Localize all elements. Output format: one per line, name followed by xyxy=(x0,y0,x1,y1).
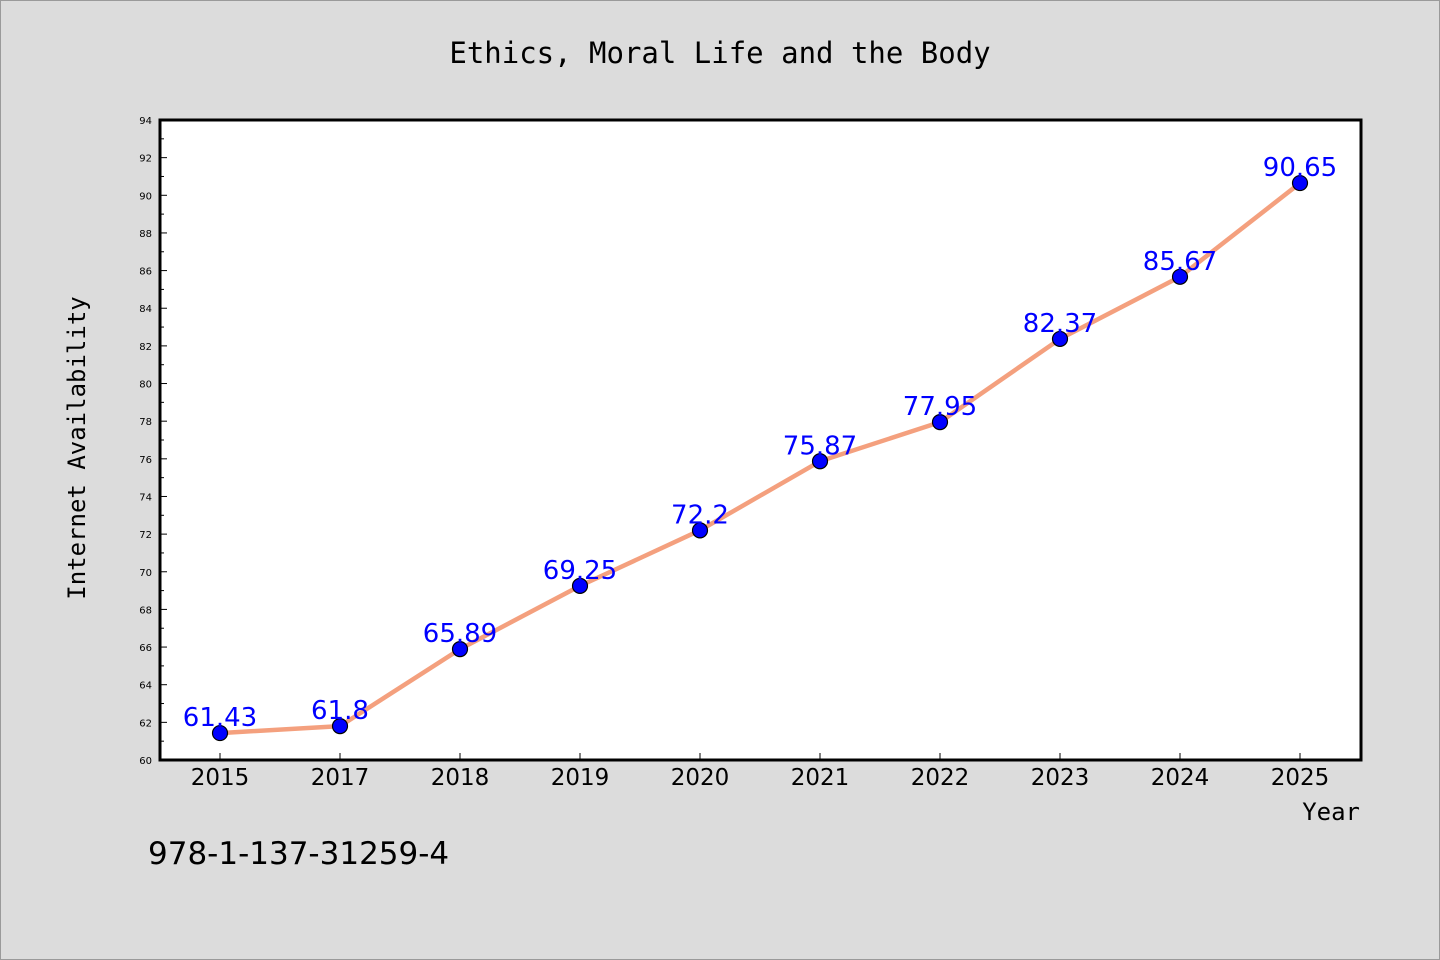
y-tick-label: 66 xyxy=(139,643,152,654)
y-tick-label: 92 xyxy=(139,154,152,165)
data-label: 85.67 xyxy=(1143,247,1217,277)
y-tick-label: 80 xyxy=(139,380,152,391)
x-tick-label: 2022 xyxy=(911,765,970,791)
y-tick-label: 76 xyxy=(139,455,152,466)
data-label: 75.87 xyxy=(783,431,857,461)
y-tick-label: 82 xyxy=(139,342,152,353)
data-points xyxy=(211,174,1309,742)
x-tick-label: 2015 xyxy=(191,765,250,791)
y-axis-label: Internet Availability xyxy=(63,296,91,599)
data-point xyxy=(451,641,469,658)
x-axis: 2015 2017 2018 2019 2020 2021 2022 2023 2024 2025 xyxy=(191,753,1330,791)
y-axis: 60 62 64 66 68 70 72 74 76 78 80 82 84 86 88 90 92 94 xyxy=(139,116,167,767)
data-point xyxy=(1171,268,1189,285)
x-tick-label: 2023 xyxy=(1031,765,1090,791)
data-point xyxy=(811,453,829,470)
data-label: 65.89 xyxy=(423,619,497,649)
data-point xyxy=(1291,174,1309,192)
y-tick-label: 78 xyxy=(139,417,152,428)
data-point xyxy=(931,414,949,431)
data-label: 69.25 xyxy=(543,556,617,586)
y-tick-label: 60 xyxy=(139,756,152,767)
isbn-annotation: 978-1-137-31259-4 xyxy=(148,836,449,872)
x-tick-label: 2020 xyxy=(671,765,730,791)
data-point xyxy=(691,522,709,539)
x-tick-label: 2024 xyxy=(1151,765,1210,791)
x-tick-label: 2018 xyxy=(431,765,490,791)
data-labels: 61.43 61.8 65.89 69.25 72.2 75.87 77.95 82.37 85… xyxy=(183,153,1337,733)
data-label: 72.2 xyxy=(671,500,729,530)
y-tick-label: 74 xyxy=(139,492,152,503)
data-point xyxy=(211,724,229,742)
x-tick-label: 2021 xyxy=(791,765,850,791)
data-point xyxy=(1051,330,1069,348)
data-point xyxy=(571,577,589,594)
y-tick-label: 84 xyxy=(139,304,152,315)
y-tick-label: 70 xyxy=(139,568,152,579)
x-tick-label: 2025 xyxy=(1271,765,1330,791)
y-tick-label: 64 xyxy=(139,681,152,692)
data-label: 61.43 xyxy=(183,703,257,733)
data-label: 82.37 xyxy=(1023,309,1097,339)
x-tick-label: 2019 xyxy=(551,765,610,791)
y-tick-label: 94 xyxy=(139,116,152,127)
chart-title: Ethics, Moral Life and the Body xyxy=(449,36,990,70)
x-tick-label: 2017 xyxy=(311,765,370,791)
y-tick-label: 72 xyxy=(139,530,152,541)
data-point xyxy=(331,718,349,735)
series-line xyxy=(217,180,1303,736)
y-tick-label: 90 xyxy=(139,191,152,202)
x-axis-label: Year xyxy=(1302,798,1360,826)
data-label: 90.65 xyxy=(1263,153,1337,183)
plot-area xyxy=(158,118,1363,762)
data-label: 61.8 xyxy=(311,696,369,726)
y-tick-label: 68 xyxy=(139,605,152,616)
data-label: 77.95 xyxy=(903,392,977,422)
y-tick-label: 86 xyxy=(139,267,152,278)
y-tick-label: 88 xyxy=(139,229,152,240)
y-tick-label: 62 xyxy=(139,718,152,729)
